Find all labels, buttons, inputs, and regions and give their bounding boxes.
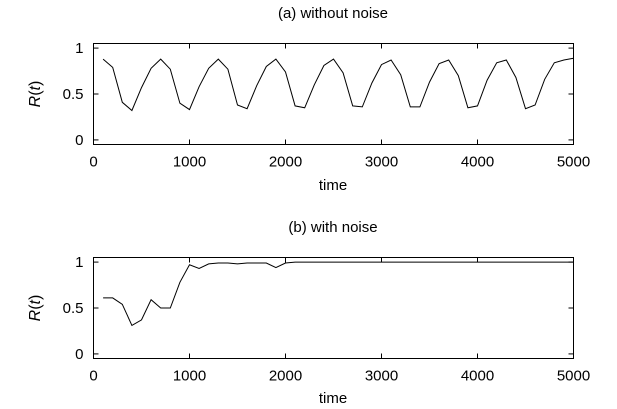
y-axis-ticks: 00.51 [63,254,574,363]
y-tick-label: 1 [75,254,83,271]
x-tick-label: 2000 [269,154,302,171]
x-tick-label: 4000 [461,368,494,385]
x-axis-ticks: 0 1000 2000 3000 4000 5000 [89,43,590,171]
x-tick-label: 1000 [173,368,206,385]
x-tick-label: 5000 [557,368,590,385]
x-tick-label: 0 [89,368,97,385]
x-axis-label: time [319,177,347,194]
chart-panel-a: (a) without noise 0 1000 2000 3000 4000 5000 … [27,5,590,194]
x-tick-label: 2000 [269,368,302,385]
chart-panel-b: (b) with noise 0 1000 2000 3000 4000 5000 00.… [27,219,590,407]
chart-title: (b) with noise [288,219,377,236]
x-tick-label: 1000 [173,154,206,171]
series-line [103,261,574,327]
series-line [102,57,574,112]
x-tick-label: 5000 [557,154,590,171]
x-tick-label: 3000 [365,154,398,171]
chart-title: (a) without noise [278,5,388,22]
x-tick-label: 4000 [461,154,494,171]
y-tick-label: 0 [75,346,83,363]
y-axis-label: R(t) [27,81,44,108]
y-tick-label: 0.5 [63,300,84,317]
x-axis-label: time [319,390,347,407]
x-tick-label: 0 [89,154,97,171]
y-tick-label: 0.5 [63,86,84,103]
x-axis-ticks: 0 1000 2000 3000 4000 5000 [89,257,590,385]
y-tick-label: 0 [75,132,83,149]
x-tick-label: 3000 [365,368,398,385]
y-axis-ticks: 00.51 [63,40,574,149]
y-tick-label: 1 [75,40,83,57]
y-axis-label: R(t) [27,295,44,322]
